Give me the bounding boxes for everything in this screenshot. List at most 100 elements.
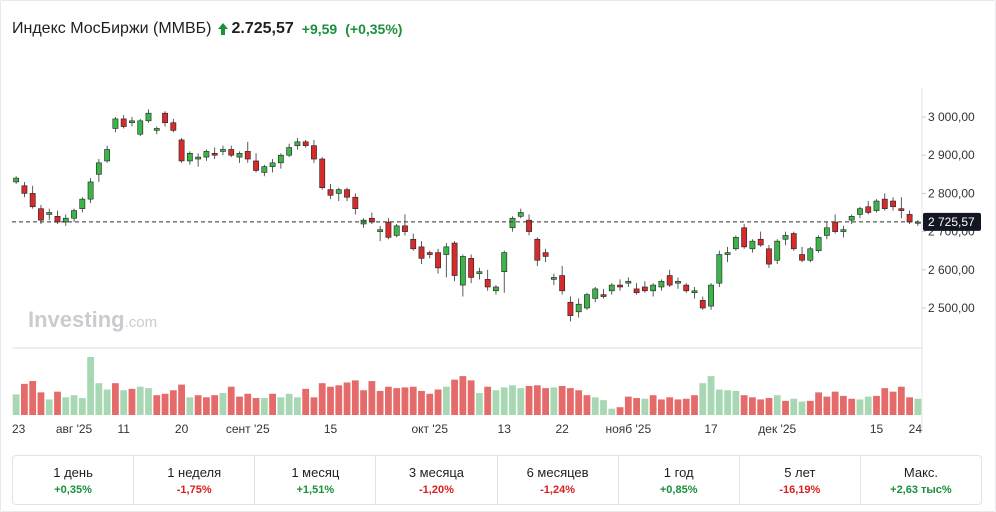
candle-body[interactable] <box>873 200 880 211</box>
period-tab[interactable]: Макс. +2,63 тыс% <box>861 456 981 504</box>
candle-body[interactable] <box>815 237 822 252</box>
candle-body[interactable] <box>840 229 847 232</box>
candle-body[interactable] <box>302 141 309 146</box>
candle-body[interactable] <box>261 166 268 173</box>
candle-body[interactable] <box>592 288 599 299</box>
candle-body[interactable] <box>54 216 61 223</box>
candle-body[interactable] <box>757 238 764 246</box>
candle-body[interactable] <box>459 256 466 286</box>
candle-body[interactable] <box>484 279 491 288</box>
candle-body[interactable] <box>269 162 276 167</box>
candle-body[interactable] <box>691 290 698 294</box>
candle-body[interactable] <box>153 128 160 131</box>
period-tab[interactable]: 1 год +0,85% <box>619 456 740 504</box>
candle-body[interactable] <box>782 235 789 240</box>
candle-body[interactable] <box>865 206 872 213</box>
candle-body[interactable] <box>881 198 888 209</box>
candle-body[interactable] <box>848 216 855 221</box>
candle-body[interactable] <box>203 151 210 158</box>
candle-body[interactable] <box>38 208 44 221</box>
candle-body[interactable] <box>327 189 334 196</box>
candle-body[interactable] <box>617 284 623 288</box>
candle-body[interactable] <box>87 181 94 200</box>
candle-body[interactable] <box>294 141 301 146</box>
candle-body[interactable] <box>112 118 119 129</box>
candle-body[interactable] <box>716 254 723 284</box>
candle-body[interactable] <box>774 240 781 261</box>
candle-body[interactable] <box>435 252 441 269</box>
candle-body[interactable] <box>550 277 557 280</box>
candle-body[interactable] <box>137 120 144 135</box>
candle-body[interactable] <box>666 275 673 286</box>
candle-body[interactable] <box>658 280 665 288</box>
candle-body[interactable] <box>633 288 640 294</box>
candle-body[interactable] <box>650 284 657 292</box>
period-tab[interactable]: 6 месяцев -1,24% <box>498 456 619 504</box>
candle-body[interactable] <box>21 185 28 194</box>
candle-body[interactable] <box>29 193 36 208</box>
candle-body[interactable] <box>625 280 632 284</box>
period-tab[interactable]: 3 месяца -1,20% <box>376 456 498 504</box>
instrument-title[interactable]: Индекс МосБиржи (ММВБ) <box>12 20 212 37</box>
candle-body[interactable] <box>244 151 251 160</box>
candle-body[interactable] <box>451 242 458 276</box>
candle-body[interactable] <box>832 221 839 232</box>
candle-body[interactable] <box>228 149 235 156</box>
candle-body[interactable] <box>410 238 417 250</box>
candle-body[interactable] <box>807 248 814 261</box>
candle-body[interactable] <box>402 225 408 232</box>
candle-body[interactable] <box>468 258 475 278</box>
candle-body[interactable] <box>906 214 913 223</box>
candle-body[interactable] <box>890 200 896 208</box>
candle-body[interactable] <box>823 227 830 236</box>
candle-body[interactable] <box>426 252 433 255</box>
candle-body[interactable] <box>559 275 566 292</box>
candle-body[interactable] <box>104 149 111 162</box>
period-tab[interactable]: 1 неделя -1,75% <box>134 456 256 504</box>
candle-body[interactable] <box>418 246 425 259</box>
candle-body[interactable] <box>509 217 516 229</box>
candle-body[interactable] <box>476 271 483 274</box>
candle-body[interactable] <box>584 294 590 309</box>
candle-body[interactable] <box>62 217 69 223</box>
candle-body[interactable] <box>344 189 350 198</box>
candle-body[interactable] <box>220 149 226 152</box>
candle-body[interactable] <box>542 252 549 257</box>
candle-body[interactable] <box>534 238 541 261</box>
candle-body[interactable] <box>443 246 450 255</box>
candle-body[interactable] <box>178 139 185 162</box>
candle-body[interactable] <box>724 252 731 255</box>
candle-body[interactable] <box>766 248 772 265</box>
candle-body[interactable] <box>95 162 102 175</box>
candle-body[interactable] <box>311 145 317 160</box>
candle-body[interactable] <box>129 120 135 124</box>
candle-body[interactable] <box>898 208 905 211</box>
candle-body[interactable] <box>236 152 243 158</box>
candle-body[interactable] <box>385 221 392 238</box>
candle-body[interactable] <box>286 147 293 156</box>
candle-body[interactable] <box>567 301 574 316</box>
period-tab[interactable]: 1 месяц +1,51% <box>255 456 377 504</box>
candle-body[interactable] <box>195 156 202 160</box>
candle-body[interactable] <box>600 294 607 297</box>
candle-body[interactable] <box>253 160 259 171</box>
candle-body[interactable] <box>501 252 508 273</box>
candle-body[interactable] <box>319 158 326 188</box>
candle-body[interactable] <box>186 152 193 162</box>
candle-body[interactable] <box>377 229 384 232</box>
candle-body[interactable] <box>699 300 706 309</box>
candle-body[interactable] <box>145 112 152 122</box>
candle-body[interactable] <box>335 189 342 194</box>
candle-body[interactable] <box>741 227 748 248</box>
candle-body[interactable] <box>708 284 714 307</box>
candle-body[interactable] <box>71 210 77 219</box>
candle-body[interactable] <box>857 208 863 215</box>
candle-body[interactable] <box>170 122 177 131</box>
candle-body[interactable] <box>79 198 86 209</box>
candle-body[interactable] <box>575 303 582 313</box>
candle-body[interactable] <box>790 233 797 250</box>
candle-body[interactable] <box>799 254 805 261</box>
candle-body[interactable] <box>517 212 524 217</box>
candle-body[interactable] <box>277 154 284 164</box>
candle-body[interactable] <box>393 225 400 236</box>
